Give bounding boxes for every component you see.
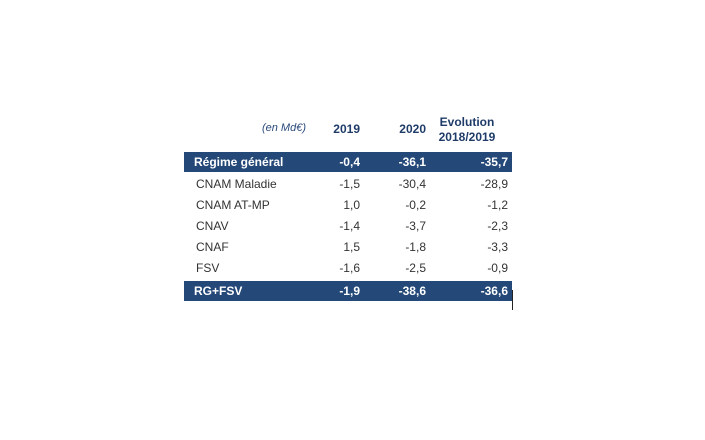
table-row-total: RG+FSV -1,9 -38,6 -36,6 — [184, 281, 512, 301]
cell-2020: -3,7 — [405, 219, 426, 233]
text-cursor — [512, 290, 513, 310]
row-label: Régime général — [194, 155, 284, 169]
cell-2020: -30,4 — [398, 177, 426, 191]
row-label: CNAM AT-MP — [196, 198, 270, 212]
row-label: CNAV — [196, 219, 229, 233]
column-header-2019: 2019 — [333, 122, 360, 136]
cell-2020: -0,2 — [405, 198, 426, 212]
table-row: CNAV -1,4 -3,7 -2,3 — [184, 216, 512, 237]
cell-evolution: -28,9 — [480, 177, 508, 191]
row-label: CNAF — [196, 240, 229, 254]
unit-label: (en Md€) — [261, 122, 306, 134]
cell-evolution: -35,7 — [480, 155, 508, 169]
cell-2020: -2,5 — [405, 261, 426, 275]
column-header-evolution: Evolution 2018/2019 — [426, 115, 508, 145]
cell-2020: -1,8 — [405, 240, 426, 254]
row-label: CNAM Maladie — [196, 177, 277, 191]
cell-evolution: -0,9 — [487, 261, 508, 275]
cell-2020: -38,6 — [398, 284, 426, 298]
cell-2019: 1,5 — [343, 240, 360, 254]
table-row: FSV -1,6 -2,5 -0,9 — [184, 258, 512, 279]
table-row: CNAM AT-MP 1,0 -0,2 -1,2 — [184, 195, 512, 216]
row-label: RG+FSV — [194, 284, 243, 298]
table-row-regime-general: Régime général -0,4 -36,1 -35,7 — [184, 152, 512, 172]
cell-evolution: -3,3 — [487, 240, 508, 254]
column-header-evolution-line2: 2018/2019 — [438, 130, 496, 144]
table-row: CNAF 1,5 -1,8 -3,3 — [184, 237, 512, 258]
cell-2020: -36,1 — [398, 155, 426, 169]
cell-2019: -1,4 — [339, 219, 360, 233]
table-row: CNAM Maladie -1,5 -30,4 -28,9 — [184, 174, 512, 195]
cell-2019: -1,9 — [339, 284, 360, 298]
column-header-2020: 2020 — [399, 122, 426, 136]
cell-evolution: -36,6 — [480, 284, 508, 298]
column-header-evolution-line1: Evolution — [439, 115, 495, 129]
cell-2019: 1,0 — [343, 198, 360, 212]
deficit-table: (en Md€) 2019 2020 Evolution 2018/2019 R… — [184, 112, 512, 301]
cell-2019: -1,6 — [339, 261, 360, 275]
row-label: FSV — [196, 261, 220, 275]
table-header: (en Md€) 2019 2020 Evolution 2018/2019 — [184, 112, 512, 152]
cell-evolution: -1,2 — [487, 198, 508, 212]
cell-2019: -0,4 — [339, 155, 360, 169]
cell-evolution: -2,3 — [487, 219, 508, 233]
cell-2019: -1,5 — [339, 177, 360, 191]
